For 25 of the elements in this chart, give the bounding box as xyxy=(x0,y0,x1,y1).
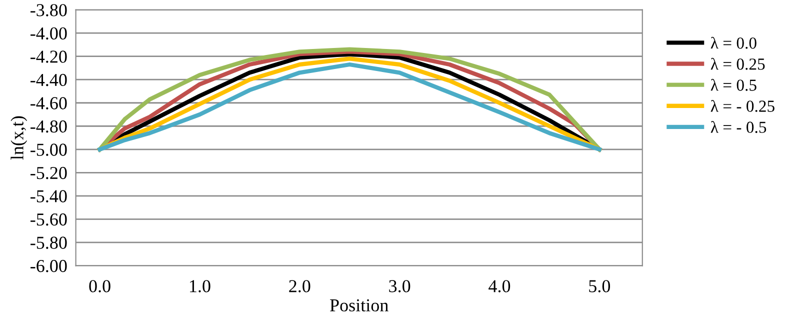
y-tick-label: -4.40 xyxy=(30,74,67,86)
y-tick-label: -4.00 xyxy=(30,27,67,40)
legend-label: λ = - 0.25 xyxy=(710,100,774,112)
y-tick-label: -5.80 xyxy=(30,236,67,249)
x-tick-label: 5.0 xyxy=(589,280,610,292)
legend-label: λ = - 0.5 xyxy=(710,121,766,133)
y-tick-label: -4.60 xyxy=(30,97,67,110)
x-tick-label: 1.0 xyxy=(190,280,210,292)
y-tick-label: -5.40 xyxy=(30,190,67,202)
y-axis-title: ln(x,t) xyxy=(10,116,28,160)
legend-label: λ = 0.0 xyxy=(710,36,756,49)
legend-label: λ = 0.5 xyxy=(710,78,756,91)
y-tick-label: -4.20 xyxy=(30,50,67,63)
x-axis-title: Position xyxy=(330,299,388,312)
y-tick-label: -5.60 xyxy=(30,213,67,226)
y-tick-label: -3.80 xyxy=(30,4,67,16)
y-tick-label: -4.80 xyxy=(30,120,67,133)
x-tick-label: 2.0 xyxy=(289,280,310,292)
y-tick-label: -5.00 xyxy=(30,144,67,156)
x-tick-label: 0.0 xyxy=(89,280,110,292)
x-tick-label: 4.0 xyxy=(488,280,510,292)
y-tick-label: -6.00 xyxy=(30,260,67,272)
x-tick-label: 3.0 xyxy=(389,280,410,292)
legend-label: λ = 0.25 xyxy=(710,58,765,70)
y-tick-label: -5.20 xyxy=(30,166,67,180)
